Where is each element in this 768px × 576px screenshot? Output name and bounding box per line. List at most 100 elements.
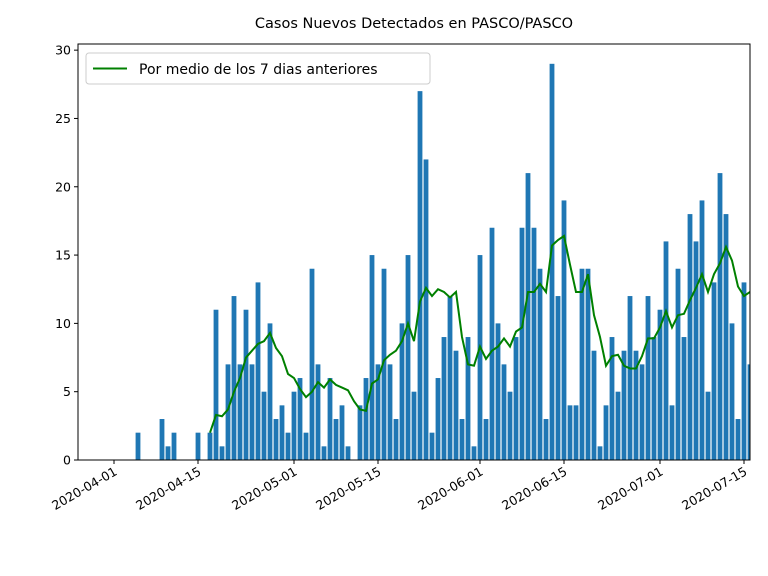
bar	[231, 296, 237, 460]
bar	[507, 391, 513, 460]
bar	[579, 268, 585, 460]
y-tick-label: 25	[55, 111, 71, 126]
bar	[603, 405, 609, 460]
bar	[645, 296, 651, 460]
bar	[195, 432, 201, 460]
bar	[723, 214, 729, 460]
bar	[213, 309, 219, 460]
bar	[615, 391, 621, 460]
bar	[687, 214, 693, 460]
bar	[681, 337, 687, 460]
bar	[633, 350, 639, 460]
bar	[279, 405, 285, 460]
bar	[561, 200, 567, 460]
bar	[321, 446, 327, 460]
bar	[369, 255, 375, 460]
bar	[423, 159, 429, 460]
bar	[537, 268, 543, 460]
bar	[303, 432, 309, 460]
bar	[591, 350, 597, 460]
bar	[495, 323, 501, 460]
bar	[519, 227, 525, 460]
y-tick-label: 30	[55, 43, 71, 58]
bar	[705, 391, 711, 460]
bar	[399, 323, 405, 460]
y-tick-label: 0	[63, 453, 71, 468]
bar	[483, 419, 489, 460]
bar	[717, 173, 723, 460]
axes-frame	[77, 43, 751, 461]
bar	[477, 255, 483, 460]
bar	[651, 337, 657, 460]
bar	[711, 282, 717, 460]
bar	[309, 268, 315, 460]
bar	[675, 268, 681, 460]
bar	[627, 296, 633, 460]
bar	[261, 391, 267, 460]
chart-title: Casos Nuevos Detectados en PASCO/PASCO	[255, 16, 573, 32]
bar	[255, 282, 261, 460]
bar	[327, 378, 333, 460]
bar	[417, 91, 423, 460]
bar	[405, 255, 411, 460]
x-tick-label: 2020-06-01	[415, 464, 485, 513]
x-tick-label: 2020-04-15	[133, 464, 203, 513]
bar	[171, 432, 177, 460]
bar	[663, 241, 669, 460]
bar	[747, 364, 750, 460]
bar	[237, 364, 243, 460]
plot-area	[135, 63, 750, 460]
bar	[699, 200, 705, 460]
bar	[657, 309, 663, 460]
bar	[159, 419, 165, 460]
mean-line	[209, 234, 750, 434]
bar	[267, 323, 273, 460]
bar	[501, 364, 507, 460]
bar	[471, 446, 477, 460]
bar	[741, 282, 747, 460]
bar	[357, 405, 363, 460]
bar	[531, 227, 537, 460]
bar	[735, 419, 741, 460]
bar	[387, 364, 393, 460]
bar	[555, 296, 561, 460]
y-tick-label: 10	[55, 316, 71, 331]
bar	[165, 446, 171, 460]
bar	[543, 419, 549, 460]
bar	[453, 350, 459, 460]
bar	[459, 419, 465, 460]
bar	[573, 405, 579, 460]
bar	[225, 364, 231, 460]
bar	[585, 268, 591, 460]
bar	[273, 419, 279, 460]
bar	[345, 446, 351, 460]
bar	[243, 309, 249, 460]
bar	[513, 337, 519, 460]
bar	[285, 432, 291, 460]
x-tick-label: 2020-07-15	[679, 464, 749, 513]
bar	[621, 350, 627, 460]
bar	[729, 323, 735, 460]
bar	[411, 391, 417, 460]
x-tick-label: 2020-07-01	[595, 464, 665, 513]
bar	[693, 241, 699, 460]
bar	[375, 364, 381, 460]
bar	[669, 405, 675, 460]
x-tick-label: 2020-05-15	[313, 464, 383, 513]
bar	[333, 419, 339, 460]
bar	[363, 378, 369, 460]
x-tick-label: 2020-04-01	[49, 464, 119, 513]
bar	[465, 337, 471, 460]
bar	[429, 432, 435, 460]
y-tick-label: 5	[63, 384, 71, 399]
bar	[525, 173, 531, 460]
bar	[597, 446, 603, 460]
bar	[249, 364, 255, 460]
bar	[297, 378, 303, 460]
bar	[609, 337, 615, 460]
y-tick-label: 15	[55, 248, 71, 263]
bar	[435, 378, 441, 460]
bar	[291, 391, 297, 460]
bar	[447, 296, 453, 460]
